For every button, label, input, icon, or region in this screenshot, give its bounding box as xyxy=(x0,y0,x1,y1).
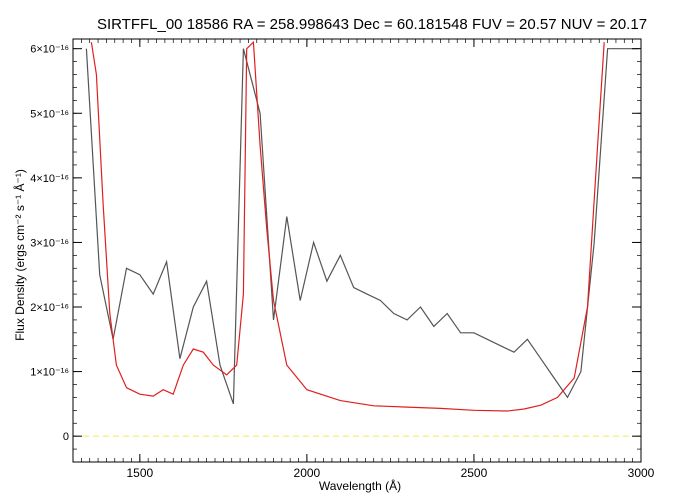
x-tick-label: 2000 xyxy=(294,466,321,480)
x-tick-label: 1500 xyxy=(126,466,153,480)
y-axis: 0 1×10⁻¹⁶ 2×10⁻¹⁶ 3×10⁻¹⁶ 4×10⁻¹⁶ 5×10⁻¹⁶ 6×10… xyxy=(30,44,641,463)
plot-area xyxy=(72,38,642,463)
x-axis-label: Wavelength (Å) xyxy=(319,478,401,493)
y-tick-label: 5×10⁻¹⁶ xyxy=(30,108,69,120)
series-line-1 xyxy=(85,48,638,405)
y-axis-label: Flux Density (ergs cm⁻² s⁻¹ Å⁻¹) xyxy=(12,169,27,341)
y-tick-label: 3×10⁻¹⁶ xyxy=(30,237,69,249)
y-tick-label: 4×10⁻¹⁶ xyxy=(30,173,69,185)
chart-title: SIRTFFL_00 18586 RA = 258.998643 Dec = 6… xyxy=(97,16,647,33)
y-tick-label: 1×10⁻¹⁶ xyxy=(30,367,69,379)
x-axis: 1500 2000 2500 3000 xyxy=(72,39,655,480)
x-tick-label: 2500 xyxy=(461,466,488,480)
y-tick-label: 6×10⁻¹⁶ xyxy=(30,44,69,56)
y-tick-label: 0 xyxy=(63,431,69,443)
series-line-2 xyxy=(90,40,605,412)
y-tick-label: 2×10⁻¹⁶ xyxy=(30,302,69,314)
series-group xyxy=(73,40,641,437)
x-tick-label: 3000 xyxy=(628,466,655,480)
